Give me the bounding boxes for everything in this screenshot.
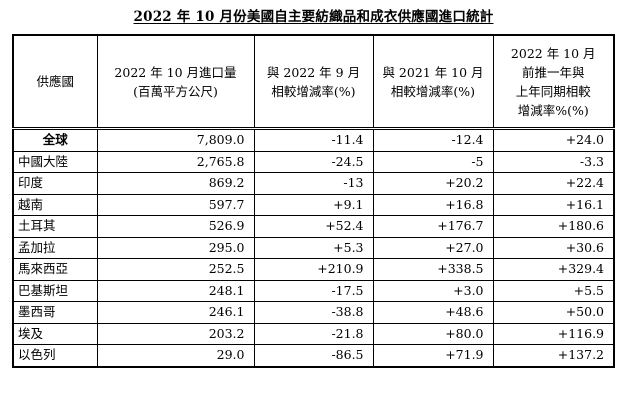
cell-country: 以色列	[12, 344, 98, 367]
cell-trailing-year: -3.3	[492, 150, 615, 173]
header-line: 供應國	[36, 74, 74, 89]
header-line: 上年同期相較	[515, 83, 591, 99]
cell-volume: 2,765.8	[96, 150, 255, 173]
cell-vs-prev-year: +16.8	[372, 193, 494, 216]
cell-vs-prev-month: +5.3	[253, 236, 374, 259]
cell-country: 越南	[12, 193, 98, 216]
header-line: 2022 年 10 月	[510, 45, 596, 61]
header-trailing-year: 2022 年 10 月 前推一年與 上年同期相較 增減率%(%)	[492, 34, 615, 130]
header-volume: 2022 年 10 月進口量 (百萬平方公尺)	[96, 34, 255, 130]
header-line: 相較增減率(%)	[390, 83, 476, 99]
import-statistics-table: 供應國 2022 年 10 月進口量 (百萬平方公尺) 與 2022 年 9 月…	[12, 34, 615, 368]
cell-vs-prev-year: +20.2	[372, 172, 494, 195]
cell-vs-prev-year: +71.9	[372, 344, 494, 367]
cell-vs-prev-month: +210.9	[253, 258, 374, 281]
table-row: 越南 597.7 +9.1 +16.8 +16.1	[12, 193, 615, 216]
cell-trailing-year: +116.9	[492, 322, 615, 345]
cell-vs-prev-month: -17.5	[253, 279, 374, 302]
cell-volume: 29.0	[96, 344, 255, 367]
cell-trailing-year: +30.6	[492, 236, 615, 259]
cell-vs-prev-month: -11.4	[253, 128, 374, 152]
table-row: 馬來西亞 252.5 +210.9 +338.5 +329.4	[12, 258, 615, 281]
table-row: 土耳其 526.9 +52.4 +176.7 +180.6	[12, 215, 615, 238]
cell-vs-prev-year: +27.0	[372, 236, 494, 259]
cell-vs-prev-year: +80.0	[372, 322, 494, 345]
table-row: 墨西哥 246.1 -38.8 +48.6 +50.0	[12, 301, 615, 324]
cell-vs-prev-month: -21.8	[253, 322, 374, 345]
cell-volume: 252.5	[96, 258, 255, 281]
document-title: 2022 年 10 月份美國自主要紡織品和成衣供應國進口統計	[133, 9, 494, 25]
cell-trailing-year: +22.4	[492, 172, 615, 195]
cell-volume: 597.7	[96, 193, 255, 216]
header-line: (百萬平方公尺)	[133, 83, 218, 99]
cell-vs-prev-year: +48.6	[372, 301, 494, 324]
cell-volume: 869.2	[96, 172, 255, 195]
header-vs-prev-month: 與 2022 年 9 月 相較增減率(%)	[253, 34, 374, 130]
cell-vs-prev-year: -12.4	[372, 128, 494, 152]
cell-volume: 7,809.0	[96, 128, 255, 152]
header-line: 與 2022 年 9 月	[266, 64, 361, 80]
table-row: 孟加拉 295.0 +5.3 +27.0 +30.6	[12, 236, 615, 259]
cell-trailing-year: +137.2	[492, 344, 615, 367]
cell-country: 孟加拉	[12, 236, 98, 259]
header-line: 增減率%(%)	[517, 102, 589, 118]
table-row-total: 全球 7,809.0 -11.4 -12.4 +24.0	[12, 128, 615, 152]
cell-vs-prev-month: -24.5	[253, 150, 374, 173]
cell-country: 全球	[12, 128, 98, 152]
table-row: 中國大陸 2,765.8 -24.5 -5 -3.3	[12, 150, 615, 173]
cell-trailing-year: +180.6	[492, 215, 615, 238]
cell-vs-prev-year: +176.7	[372, 215, 494, 238]
cell-vs-prev-month: -38.8	[253, 301, 374, 324]
table-row: 印度 869.2 -13 +20.2 +22.4	[12, 172, 615, 195]
table-row: 埃及 203.2 -21.8 +80.0 +116.9	[12, 322, 615, 345]
cell-vs-prev-month: +9.1	[253, 193, 374, 216]
header-line: 與 2021 年 10 月	[382, 64, 484, 80]
header-line: 前推一年與	[521, 64, 585, 80]
cell-trailing-year: +329.4	[492, 258, 615, 281]
cell-vs-prev-year: -5	[372, 150, 494, 173]
header-line: 相較增減率(%)	[271, 83, 356, 99]
table-row: 以色列 29.0 -86.5 +71.9 +137.2	[12, 344, 615, 367]
cell-trailing-year: +50.0	[492, 301, 615, 324]
cell-country: 馬來西亞	[12, 258, 98, 281]
cell-volume: 246.1	[96, 301, 255, 324]
cell-country: 墨西哥	[12, 301, 98, 324]
header-row: 供應國 2022 年 10 月進口量 (百萬平方公尺) 與 2022 年 9 月…	[12, 34, 615, 130]
cell-country: 印度	[12, 172, 98, 195]
cell-volume: 526.9	[96, 215, 255, 238]
cell-country: 中國大陸	[12, 150, 98, 173]
cell-trailing-year: +16.1	[492, 193, 615, 216]
cell-vs-prev-month: +52.4	[253, 215, 374, 238]
table-row: 巴基斯坦 248.1 -17.5 +3.0 +5.5	[12, 279, 615, 302]
cell-trailing-year: +5.5	[492, 279, 615, 302]
cell-vs-prev-year: +338.5	[372, 258, 494, 281]
cell-vs-prev-month: -86.5	[253, 344, 374, 367]
cell-vs-prev-year: +3.0	[372, 279, 494, 302]
cell-volume: 203.2	[96, 322, 255, 345]
cell-country: 土耳其	[12, 215, 98, 238]
cell-country: 巴基斯坦	[12, 279, 98, 302]
header-vs-prev-year: 與 2021 年 10 月 相較增減率(%)	[372, 34, 494, 130]
cell-volume: 248.1	[96, 279, 255, 302]
header-supplier: 供應國	[12, 34, 98, 130]
cell-vs-prev-month: -13	[253, 172, 374, 195]
cell-country: 埃及	[12, 322, 98, 345]
cell-trailing-year: +24.0	[492, 128, 615, 152]
header-line: 2022 年 10 月進口量	[114, 64, 237, 80]
cell-volume: 295.0	[96, 236, 255, 259]
